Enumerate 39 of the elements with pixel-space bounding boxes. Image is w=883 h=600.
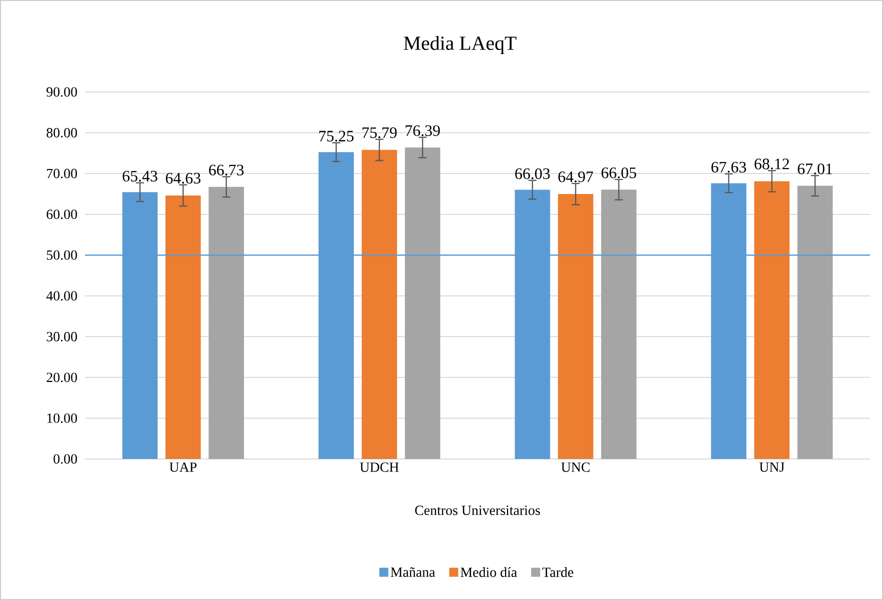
- bar: [208, 186, 244, 459]
- y-tick-label: 90.00: [46, 87, 77, 97]
- data-label: 75.25: [319, 130, 354, 142]
- data-label: 65.43: [122, 170, 158, 182]
- data-label: 64.97: [558, 171, 594, 182]
- x-tick-label: UNC: [561, 462, 590, 472]
- x-tick-label: UNJ: [759, 462, 784, 472]
- bar: [601, 190, 636, 459]
- y-tick-label: 50.00: [46, 250, 77, 260]
- y-tick-label: 0.00: [54, 454, 77, 464]
- y-tick-label: 30.00: [46, 332, 77, 342]
- y-tick-label: 60.00: [46, 210, 77, 220]
- y-tick-label: 40.00: [46, 291, 77, 301]
- data-label: 76.39: [406, 125, 440, 136]
- data-label: 67.63: [711, 162, 746, 173]
- bar: [362, 150, 398, 459]
- x-tick-label: UDCH: [360, 462, 399, 472]
- data-label: 64.63: [166, 172, 200, 184]
- legend-label: Medio día: [460, 567, 517, 577]
- bar: [797, 186, 833, 459]
- legend-label: Tarde: [542, 567, 574, 577]
- bar: [404, 147, 440, 459]
- bar: [558, 194, 594, 459]
- x-axis-title: Centros Universitarios: [415, 506, 540, 516]
- y-tick-label: 80.00: [46, 128, 77, 138]
- data-label: 75.79: [362, 127, 397, 138]
- data-label: 66.03: [515, 168, 550, 180]
- data-label: 66.73: [209, 164, 244, 176]
- y-tick-label: 10.00: [47, 413, 77, 423]
- x-tick-label: UAP: [169, 462, 197, 472]
- y-tick-label: 70.00: [47, 168, 77, 178]
- chart-title: Media LAeqT: [404, 36, 516, 54]
- data-label: 66.05: [602, 167, 636, 178]
- y-tick-label: 20.00: [46, 372, 77, 382]
- data-label: 68.12: [754, 158, 789, 170]
- data-label: 67.01: [798, 164, 832, 174]
- bar: [754, 181, 790, 459]
- legend-label: Mañana: [390, 567, 436, 577]
- bar: [165, 195, 201, 459]
